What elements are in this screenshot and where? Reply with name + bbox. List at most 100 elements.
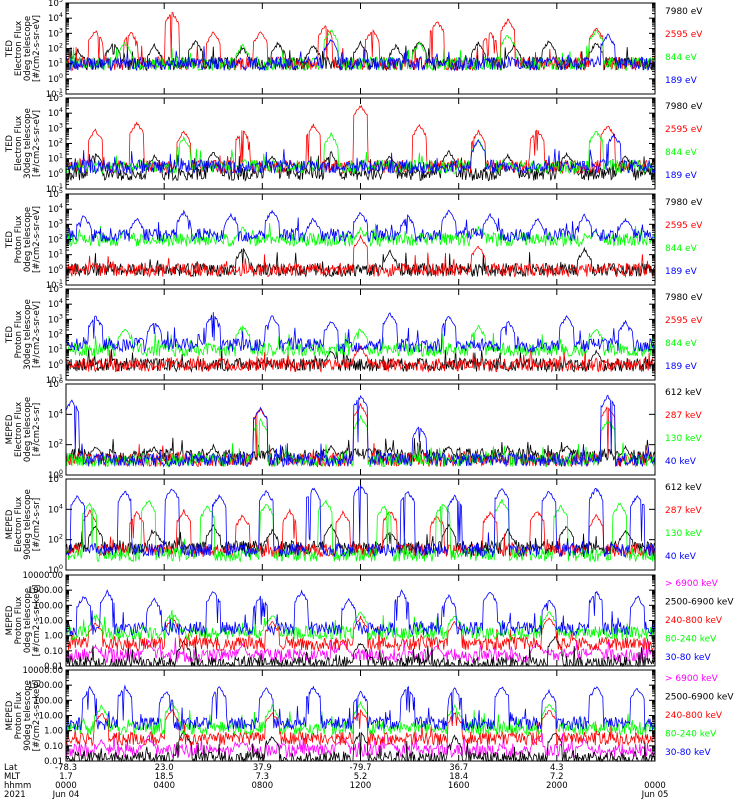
legend-entry: 130 keV: [665, 529, 702, 539]
y-tick-label: 105: [48, 91, 63, 104]
y-tick-label: 106: [48, 472, 63, 485]
y-tick-label: 106: [48, 377, 63, 390]
x-tick-label-lat: 4.3: [550, 763, 564, 773]
legend-entry: 2595 eV: [665, 221, 703, 231]
y-tick-label: 1.00: [44, 727, 63, 737]
y-tick-label: 10-1: [46, 373, 63, 386]
series-line--6900-kev: [65, 637, 656, 664]
panel-8: 0.01 0.10 1.00 10.00 100.00 1000.00 10000.00 ME…: [5, 666, 734, 767]
y-tick-label: 100.00: [33, 601, 63, 611]
legend-entry: 40 keV: [665, 552, 697, 562]
y-tick-label: 104: [48, 11, 63, 24]
x-tick-label-hhmm: 1600: [448, 781, 470, 791]
y-axis-label: MEPED: [5, 414, 15, 444]
legend-entry: 2595 eV: [665, 125, 703, 135]
y-tick-label: 102: [48, 438, 63, 451]
y-axis-label: [#/cm2-s-sr-eV]: [32, 206, 42, 273]
y-tick-label: 103: [48, 217, 63, 230]
y-axis-label: Proton Flux: [14, 692, 24, 740]
y-axis-label: Electron Flux: [14, 497, 24, 552]
panel-5: 100 102 104 106 MEPED Electron Flux 0deg teles…: [5, 377, 702, 481]
y-tick-label: 1000.00: [28, 681, 63, 691]
y-tick-label: 104: [48, 106, 63, 119]
y-axis-label: TED: [5, 39, 15, 58]
legend-entry: 844 eV: [665, 53, 698, 63]
x-tick-label-mlt: 18.4: [449, 772, 468, 782]
y-axis-label: MEPED: [5, 605, 15, 635]
legend-entry: 130 keV: [665, 434, 702, 444]
y-tick-label: 102: [48, 533, 63, 546]
y-axis-label: 0deg telescope: [23, 16, 33, 81]
legend-entry: 2595 eV: [665, 30, 703, 40]
y-tick-label: 104: [48, 407, 63, 420]
legend-entry: 2500-6900 keV: [665, 693, 734, 703]
y-tick-label: 103: [48, 312, 63, 325]
series-line-2595-ev: [65, 234, 656, 279]
legend-entry: 7980 eV: [665, 102, 703, 112]
y-axis-label: TED: [5, 134, 15, 153]
series-line-30-80-kev: [65, 589, 656, 637]
series-line-40-kev: [65, 394, 656, 468]
x-tick-label-lat: -78.3: [55, 763, 77, 773]
legend-entry: 844 eV: [665, 244, 698, 254]
series-line-189-ev: [65, 312, 656, 353]
y-tick-label: 0.10: [44, 647, 63, 657]
legend-entry: 30-80 keV: [665, 653, 711, 663]
legend-entry: 287 keV: [665, 411, 702, 421]
y-tick-label: 10-1: [46, 278, 63, 291]
legend-entry: 7980 eV: [665, 198, 703, 208]
y-axis-label: Electron Flux: [14, 402, 24, 457]
y-tick-label: 103: [48, 121, 63, 134]
y-tick-label: 104: [48, 297, 63, 310]
legend-entry: 7980 eV: [665, 293, 703, 303]
series-line-240-800-kev: [65, 708, 656, 747]
y-tick-label: 10-1: [46, 182, 63, 195]
legend-entry: 80-240 keV: [665, 730, 717, 740]
x-tick-label-hhmm: 0800: [251, 781, 273, 791]
panel-6: 100 102 104 106 MEPED Electron Flux 90deg tele…: [5, 472, 702, 576]
series-line-189-ev: [65, 209, 656, 243]
series-line-287-kev: [65, 508, 656, 559]
y-axis-label: 0deg telescope: [23, 207, 33, 272]
y-axis-label: 0deg telescope: [23, 397, 33, 462]
legend-entry: 240-800 keV: [665, 711, 723, 721]
x-tick-label-hhmm: 1200: [350, 781, 372, 791]
y-tick-label: 10-1: [46, 87, 63, 100]
x-tick-label-mlt: 7.2: [550, 772, 564, 782]
legend-entry: 287 keV: [665, 506, 702, 516]
y-tick-label: 1000.00: [28, 586, 63, 596]
series-line-189-ev: [65, 33, 656, 72]
y-tick-label: 100: [48, 167, 63, 180]
y-tick-label: 10000.00: [22, 666, 63, 676]
y-tick-label: 100: [48, 468, 63, 481]
y-tick-label: 102: [48, 137, 63, 150]
series-line-844-ev: [65, 324, 656, 358]
x-axis-row-label: hhmm: [4, 781, 31, 791]
panel-3: 10-1 100 101 102 103 104 105 TED Proton Flux 0deg…: [5, 187, 703, 291]
x-tick-label-hhmm: 0000: [644, 781, 666, 791]
x-tick-label-lat: -79.7: [350, 763, 372, 773]
y-axis-label: 30deg telescope: [23, 299, 33, 370]
plot-frame: [65, 574, 656, 667]
legend-entry: 844 eV: [665, 148, 698, 158]
y-tick-label: 0.01: [44, 662, 63, 672]
y-tick-label: 101: [48, 248, 63, 261]
legend-entry: 40 keV: [665, 457, 697, 467]
legend-entry: 7980 eV: [665, 7, 703, 17]
series-line-7980-ev: [65, 149, 656, 183]
y-tick-label: 102: [48, 328, 63, 341]
panel-7: 0.01 0.10 1.00 10.00 100.00 1000.00 10000.00 ME…: [5, 571, 734, 672]
legend-entry: 2595 eV: [665, 316, 703, 326]
x-tick-label-lat: 36.7: [449, 763, 468, 773]
x-tick-label-lat: 37.9: [253, 763, 272, 773]
x-axis-row-label: Lat: [4, 763, 18, 773]
x-tick-label-hhmm: 0400: [153, 781, 175, 791]
legend-entry: > 6900 keV: [665, 674, 719, 684]
y-tick-label: 1.00: [44, 632, 63, 642]
y-axis-label: Proton Flux: [14, 216, 24, 264]
series-line-189-ev: [65, 133, 656, 175]
y-tick-label: 10.00: [39, 617, 63, 627]
y-tick-label: 103: [48, 26, 63, 39]
